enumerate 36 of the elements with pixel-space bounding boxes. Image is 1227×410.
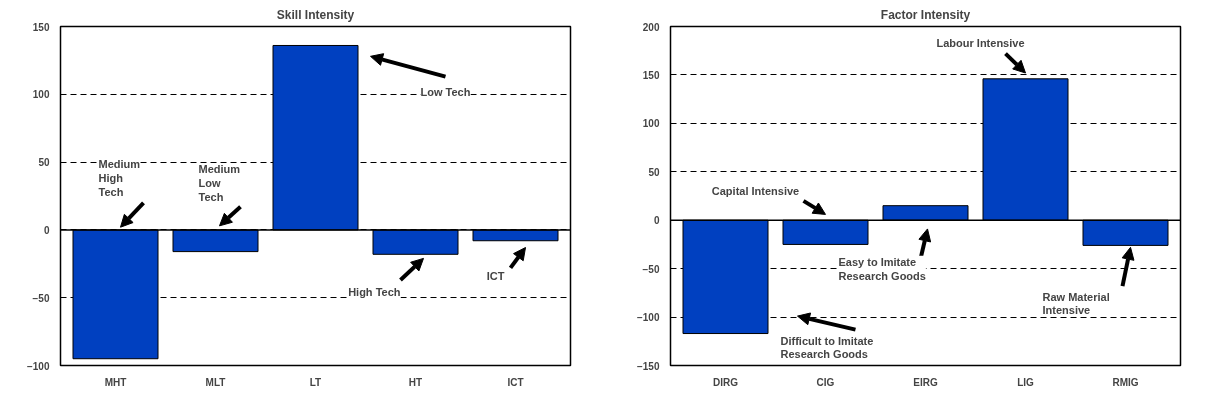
x-tick-label: LT (309, 376, 322, 388)
y-tick-label: 150 (32, 21, 50, 33)
x-tick-label: LIG (1017, 376, 1035, 388)
annotation: Labour Intensive (936, 36, 1025, 49)
x-tick-label: ICT (507, 376, 524, 388)
y-tick-label: −150 (636, 360, 660, 372)
y-tick-label: 50 (648, 166, 660, 178)
y-tick-label: 100 (642, 118, 660, 130)
chart-title: Skill Intensity (276, 7, 355, 22)
x-tick-label: MHT (104, 376, 127, 388)
annotation: Easy to Imitate Research Goods (838, 255, 926, 282)
y-tick-label: 0 (43, 224, 50, 236)
annotation: Difficult to Imitate Research Goods (780, 334, 874, 361)
x-tick-label: EIRG (913, 376, 938, 388)
annotation: Medium Low Tech (198, 163, 241, 204)
y-tick-label: 0 (653, 215, 660, 227)
y-tick-label: 50 (38, 157, 50, 169)
annotation: Raw Material Intensive (1042, 290, 1110, 317)
annotation: Medium High Tech (98, 158, 141, 198)
y-tick-label: −50 (642, 263, 660, 275)
y-tick-label: −50 (32, 292, 50, 304)
x-tick-label: HT (408, 376, 423, 388)
annotation: ICT (486, 270, 505, 282)
y-tick-label: 150 (642, 69, 660, 81)
x-tick-label: RMIG (1112, 376, 1139, 388)
y-tick-label: 200 (642, 21, 660, 33)
x-tick-label: CIG (816, 376, 835, 388)
y-tick-label: −100 (636, 312, 660, 324)
chart-title: Factor Intensity (880, 7, 971, 22)
annotation: Low Tech (420, 85, 471, 98)
x-tick-label: MLT (205, 376, 226, 388)
y-tick-label: 100 (32, 89, 50, 101)
annotation: High Tech (348, 286, 401, 299)
annotation: Capital Intensive (711, 185, 800, 198)
y-tick-label: −100 (26, 360, 50, 372)
x-tick-label: DIRG (713, 376, 739, 388)
